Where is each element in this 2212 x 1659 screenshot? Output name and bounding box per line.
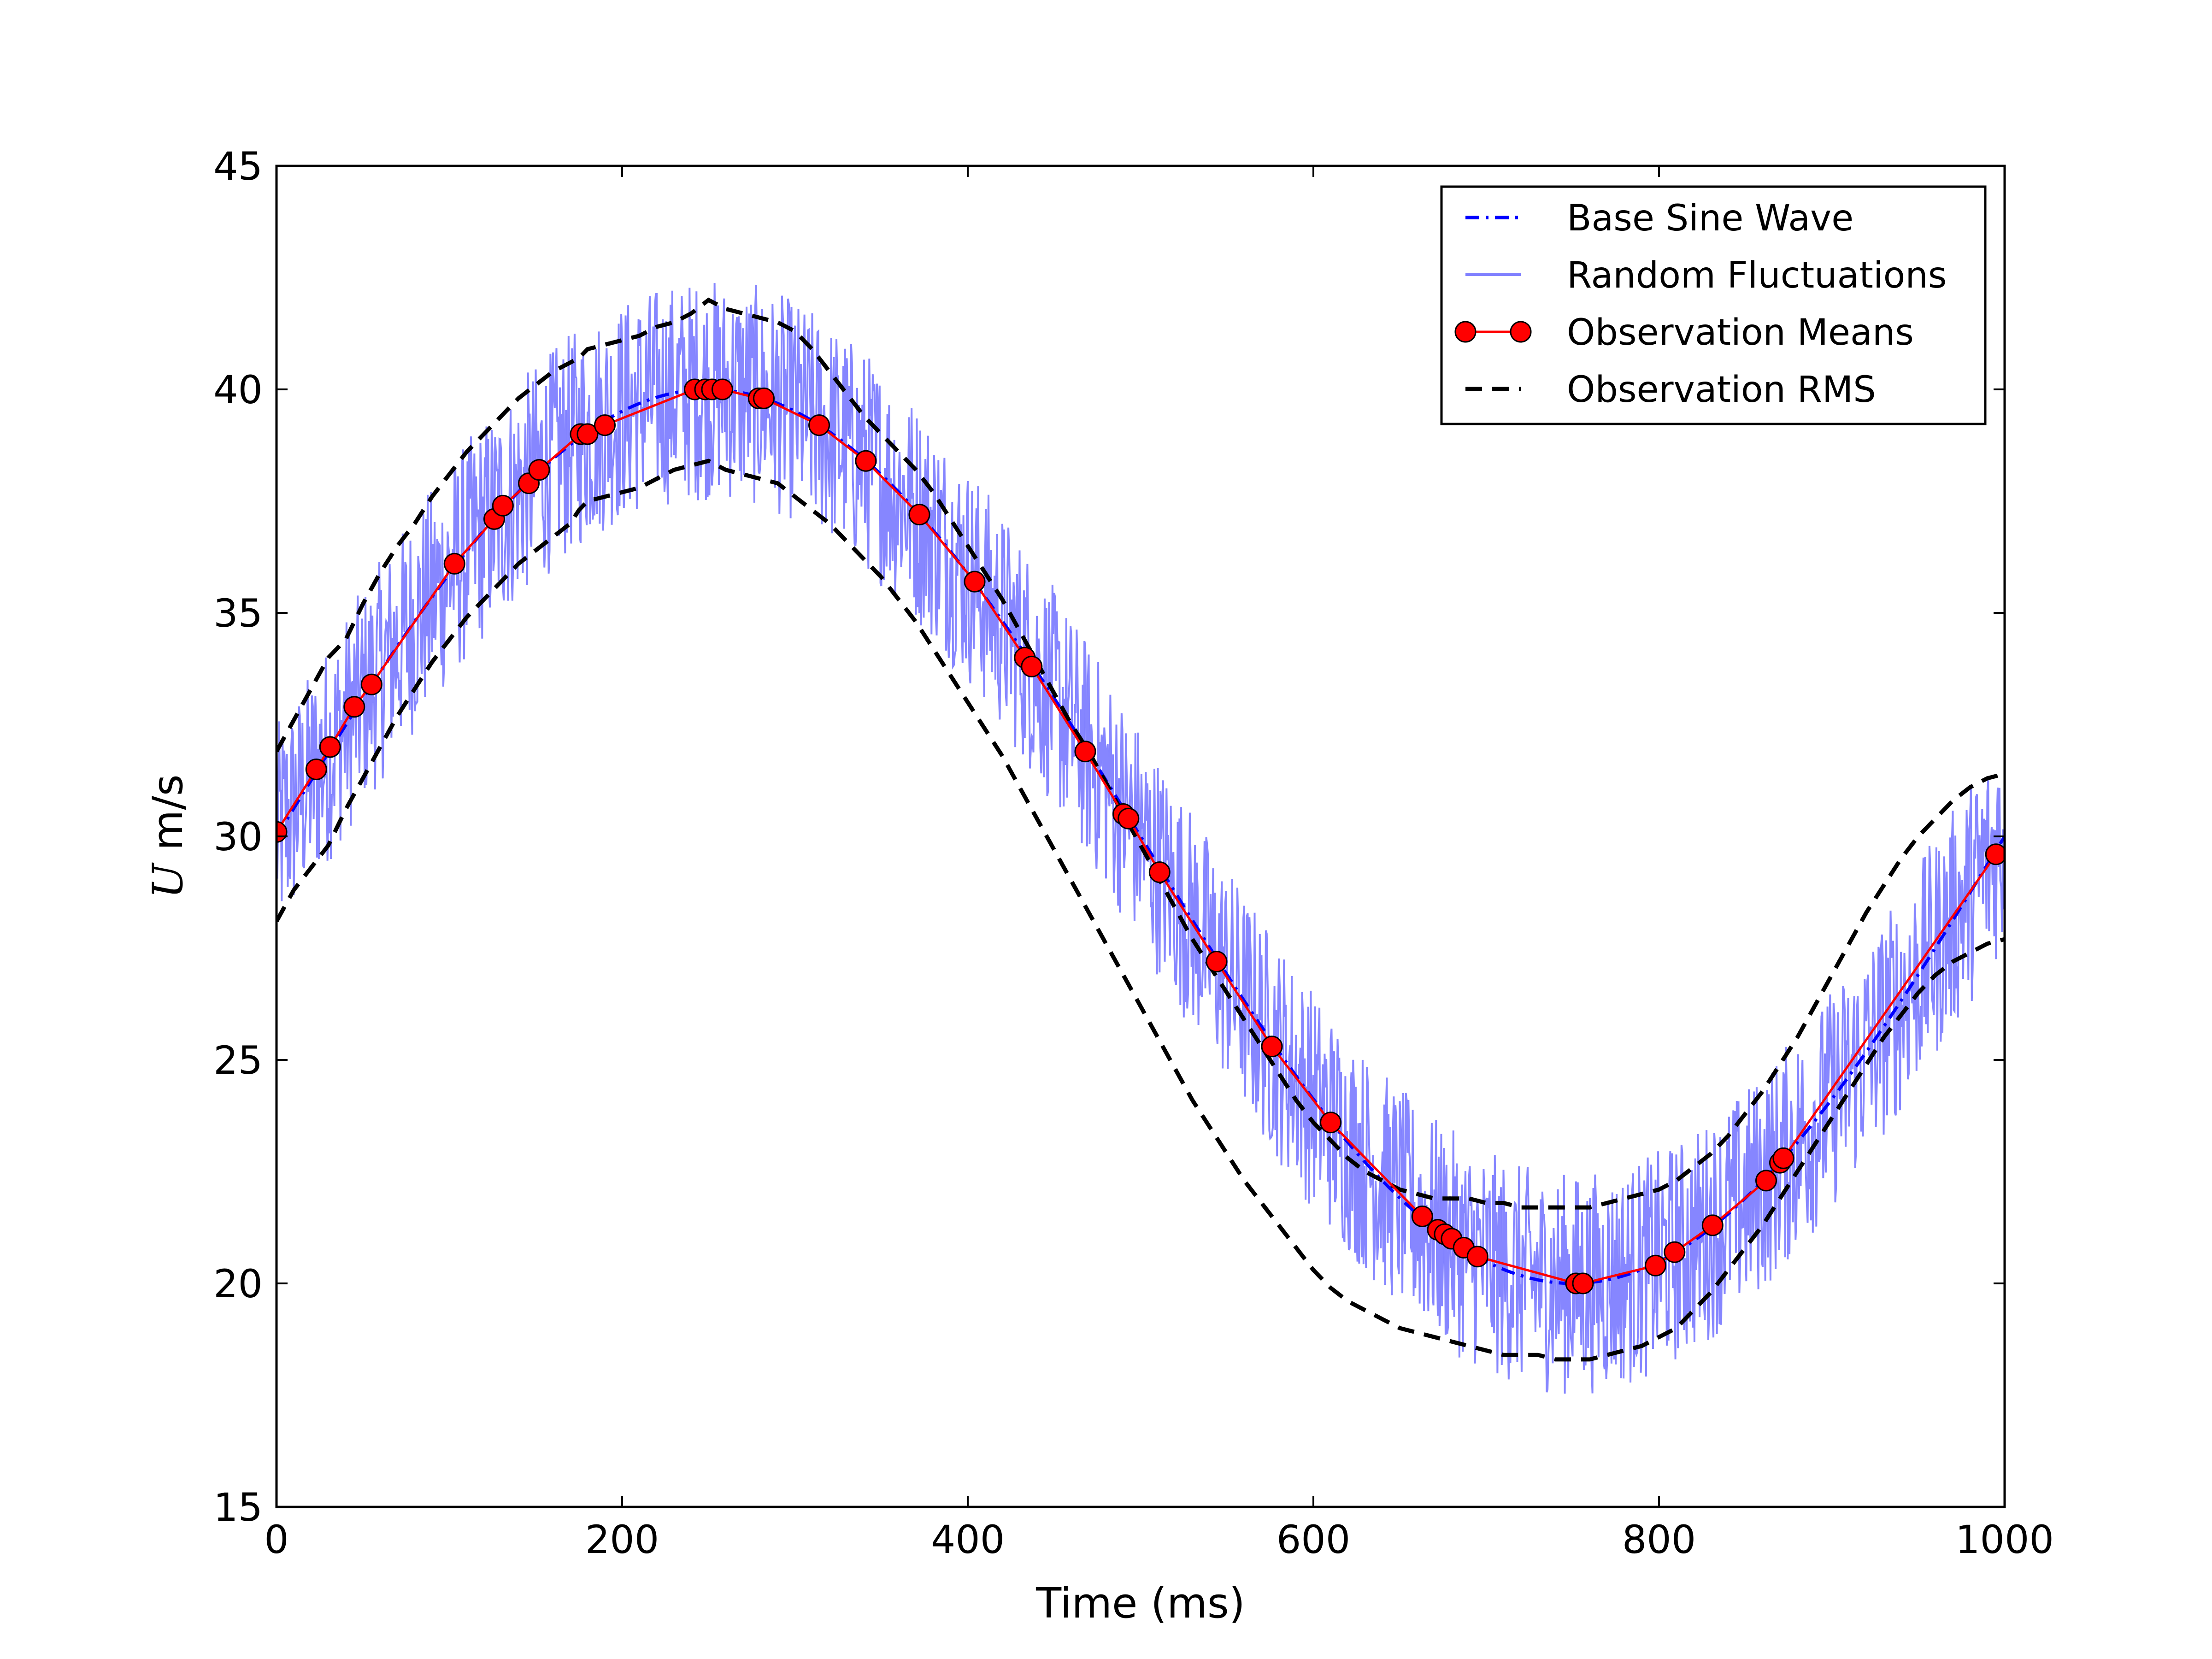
- series-observation-rms-upper: [276, 297, 2005, 1210]
- observation-mean-point: [753, 387, 775, 409]
- legend-label-observation-means: Observation Means: [1567, 312, 1914, 353]
- observation-mean-point: [1772, 1147, 1794, 1169]
- observation-mean-point: [492, 494, 514, 517]
- legend-label-base-sine: Base Sine Wave: [1567, 198, 1853, 239]
- observation-mean-point: [594, 414, 616, 436]
- observation-mean-point: [1206, 951, 1228, 973]
- x-tick-label: 800: [1622, 1517, 1696, 1562]
- observation-mean-point: [305, 759, 327, 780]
- series-random-fluctuations: [276, 283, 2005, 1394]
- y-tick-label: 35: [213, 591, 263, 636]
- series-observation-rms-lower: [276, 459, 2005, 1362]
- y-tick-label: 20: [213, 1261, 263, 1306]
- observation-mean-point: [443, 553, 465, 575]
- y-axis-symbol: U: [144, 862, 192, 899]
- axis-ticks: [276, 165, 2006, 1508]
- x-tick-label: 0: [264, 1517, 288, 1562]
- y-tick-label: 40: [213, 367, 263, 412]
- observation-mean-point: [1701, 1214, 1724, 1236]
- observation-mean-point: [1118, 807, 1140, 830]
- axis-tick-labels: 0 200 400 600 800 1000 15 20 25 30 35 40 45: [213, 144, 2054, 1562]
- observation-mean-point: [908, 504, 930, 526]
- legend: Base Sine Wave Random Fluctuations Obser…: [1440, 185, 1987, 425]
- x-axis-label: Time (ms): [1035, 1579, 1245, 1628]
- observation-mean-point: [964, 571, 986, 593]
- observation-mean-point: [1148, 861, 1171, 883]
- y-axis-unit: m/s: [144, 774, 192, 864]
- observation-mean-point: [1985, 843, 2005, 865]
- observation-mean-point: [1466, 1246, 1488, 1268]
- y-axis-label: U m/s: [144, 774, 192, 898]
- observation-mean-point: [1021, 655, 1043, 677]
- observation-mean-point: [319, 736, 341, 758]
- observation-mean-point: [1074, 741, 1096, 763]
- observation-mean-point: [528, 459, 550, 481]
- observation-mean-point: [577, 423, 599, 445]
- legend-box: [1440, 185, 1987, 425]
- observation-mean-point: [1645, 1254, 1666, 1277]
- observation-mean-point: [1411, 1206, 1433, 1227]
- legend-label-random-fluctuations: Random Fluctuations: [1567, 255, 1947, 296]
- legend-label-observation-rms: Observation RMS: [1567, 369, 1876, 411]
- x-tick-label: 1000: [1955, 1517, 2054, 1562]
- observation-mean-point: [1320, 1112, 1341, 1134]
- observation-mean-point: [1572, 1272, 1594, 1294]
- x-tick-label: 400: [931, 1517, 1005, 1562]
- y-tick-label: 30: [213, 814, 263, 859]
- observation-mean-point: [712, 378, 733, 400]
- observation-mean-point: [1664, 1241, 1686, 1263]
- observation-mean-point: [855, 450, 877, 472]
- plot-area: [276, 283, 2005, 1394]
- y-tick-label: 15: [213, 1485, 263, 1530]
- y-tick-label: 45: [213, 144, 263, 189]
- observation-mean-point: [1755, 1170, 1777, 1192]
- y-tick-label: 25: [213, 1038, 263, 1083]
- x-tick-label: 600: [1277, 1517, 1350, 1562]
- x-tick-label: 200: [585, 1517, 659, 1562]
- legend-marker-observation-means-left: [1454, 321, 1477, 343]
- observation-mean-point: [360, 673, 382, 695]
- observation-mean-point: [808, 414, 830, 436]
- observation-mean-point: [1261, 1035, 1283, 1058]
- legend-marker-observation-means-right: [1510, 321, 1532, 343]
- observation-mean-point: [343, 696, 365, 718]
